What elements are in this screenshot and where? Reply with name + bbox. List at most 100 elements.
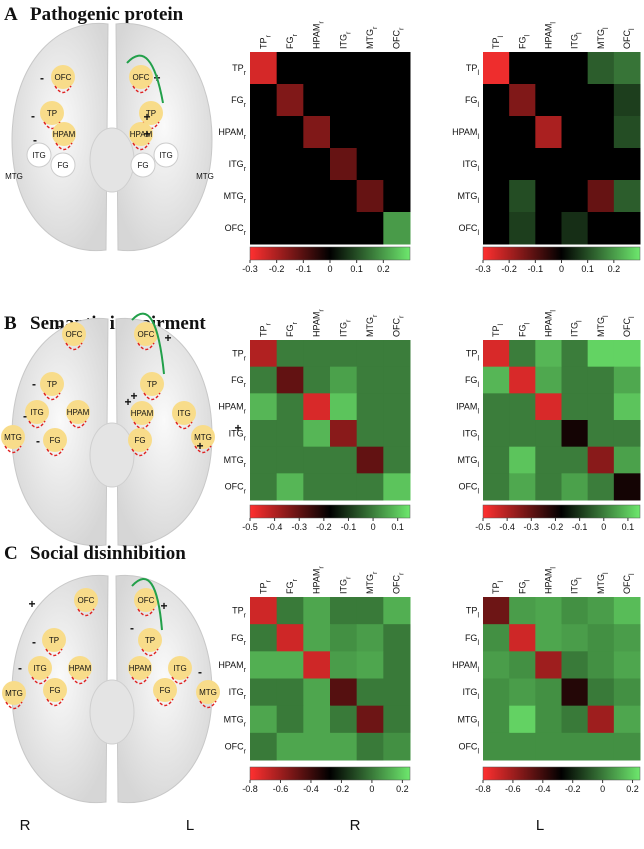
colorbar-tick-label: -0.8 [242,784,258,794]
row-label-text: TP [232,606,244,616]
colorbar-tick-label: -0.3 [524,522,540,532]
region-node [153,678,177,702]
row-label-subscript: r [244,694,247,701]
self-loop [131,676,149,685]
heatmap-cell [509,212,536,245]
row-label: HPAMl [452,127,479,141]
heatmap-cell [356,597,384,625]
column-label-subscript: l [628,316,635,318]
self-loop [175,421,193,430]
column-label-subscript: l [602,315,609,317]
heatmap-cell [303,473,331,501]
row-label-subscript: l [477,355,479,362]
heatmap-cell [383,212,411,245]
heatmap-cell [303,366,331,394]
heatmap-cell [383,180,411,213]
heatmap-cell [613,180,641,213]
heatmap-cell [330,420,358,448]
region-label: ITG [33,664,46,673]
self-loop [194,445,212,454]
colorbar-tick-label: 0.1 [581,264,594,274]
sign: - [58,319,62,333]
column-label-subscript: l [602,27,609,29]
heatmap-cell [509,148,536,181]
heatmap-cell [276,180,304,213]
heatmap-cell [356,705,384,734]
row-label: FGr [231,95,247,109]
heatmap-cell [587,597,615,625]
column-label-text: OFC [622,30,632,49]
heatmap-cell [250,624,278,652]
column-label-subscript: l [550,22,557,24]
self-loop [141,648,159,657]
region-label: FG [49,686,60,695]
region-label: OFC [133,73,150,82]
column-label: ITGl [570,577,584,594]
row-label: ITGr [229,687,247,701]
row-label: TPl [466,348,480,362]
heatmap-cell [509,420,536,448]
heatmap-cell [587,705,615,734]
heatmap-cell [561,366,589,394]
connection [131,312,165,375]
row-label: MTGr [224,714,247,728]
row-label-subscript: r [244,721,247,728]
row-label-subscript: r [244,134,247,141]
heatmap-cell [561,705,589,734]
heatmap-cell [535,148,562,181]
row-label-subscript: l [477,435,479,442]
heatmap-cell [330,732,358,761]
heatmap-cell [383,52,411,85]
region-node [153,142,179,168]
heatmap-cell [561,473,589,501]
row-label-text: MTG [224,191,244,201]
row-label: OFCl [458,223,479,237]
row-label-subscript: r [244,462,247,469]
heatmap-cell [613,473,641,501]
heatmap-cell [587,116,615,149]
heatmap-cell [613,116,641,149]
row-label: OFCr [225,741,247,755]
row-label: HPAMr [218,127,246,141]
self-loop [71,676,89,685]
row-label-text: MTG [224,714,244,724]
heatmap-cell [587,732,615,761]
heatmap-cell [587,212,615,245]
region-label: HPAM [69,664,92,673]
heatmap-cell [509,52,536,85]
column-label-subscript: r [372,571,379,574]
region-label: OFC [138,596,155,605]
row-label-subscript: r [244,230,247,237]
heatmap-cell [330,473,358,501]
panel-letter: B [4,313,17,334]
colorbar-tick-label: -0.2 [334,784,350,794]
region-node [128,656,152,680]
self-loop [4,445,22,454]
heatmap-cell [276,212,304,245]
row-label-text: FG [231,375,244,385]
row-label: MTGr [224,455,247,469]
column-label-text: OFC [392,575,402,594]
heatmap-cell [356,116,384,149]
heatmap-cell [250,597,278,625]
heatmap-cell [250,84,278,117]
panel-letter: C [4,543,18,564]
row-label-subscript: r [244,70,247,77]
self-loop [43,121,61,130]
column-label: OFCl [622,28,636,49]
region-label: TP [145,636,155,645]
column-label-subscript: r [265,579,272,582]
heatmap-cell [303,651,331,679]
column-label: TPr [258,579,272,594]
column-label-text: MTG [596,29,606,49]
row-label-subscript: r [244,355,247,362]
heatmap-cell [330,446,358,474]
region-label: ITG [177,409,190,418]
column-label-subscript: l [576,577,583,579]
region-label: OFC [55,73,72,82]
heatmap-cell [613,212,641,245]
heatmap-cell [509,366,536,394]
heatmap-cell [483,212,510,245]
self-loop [55,142,73,151]
self-loop [65,342,83,351]
